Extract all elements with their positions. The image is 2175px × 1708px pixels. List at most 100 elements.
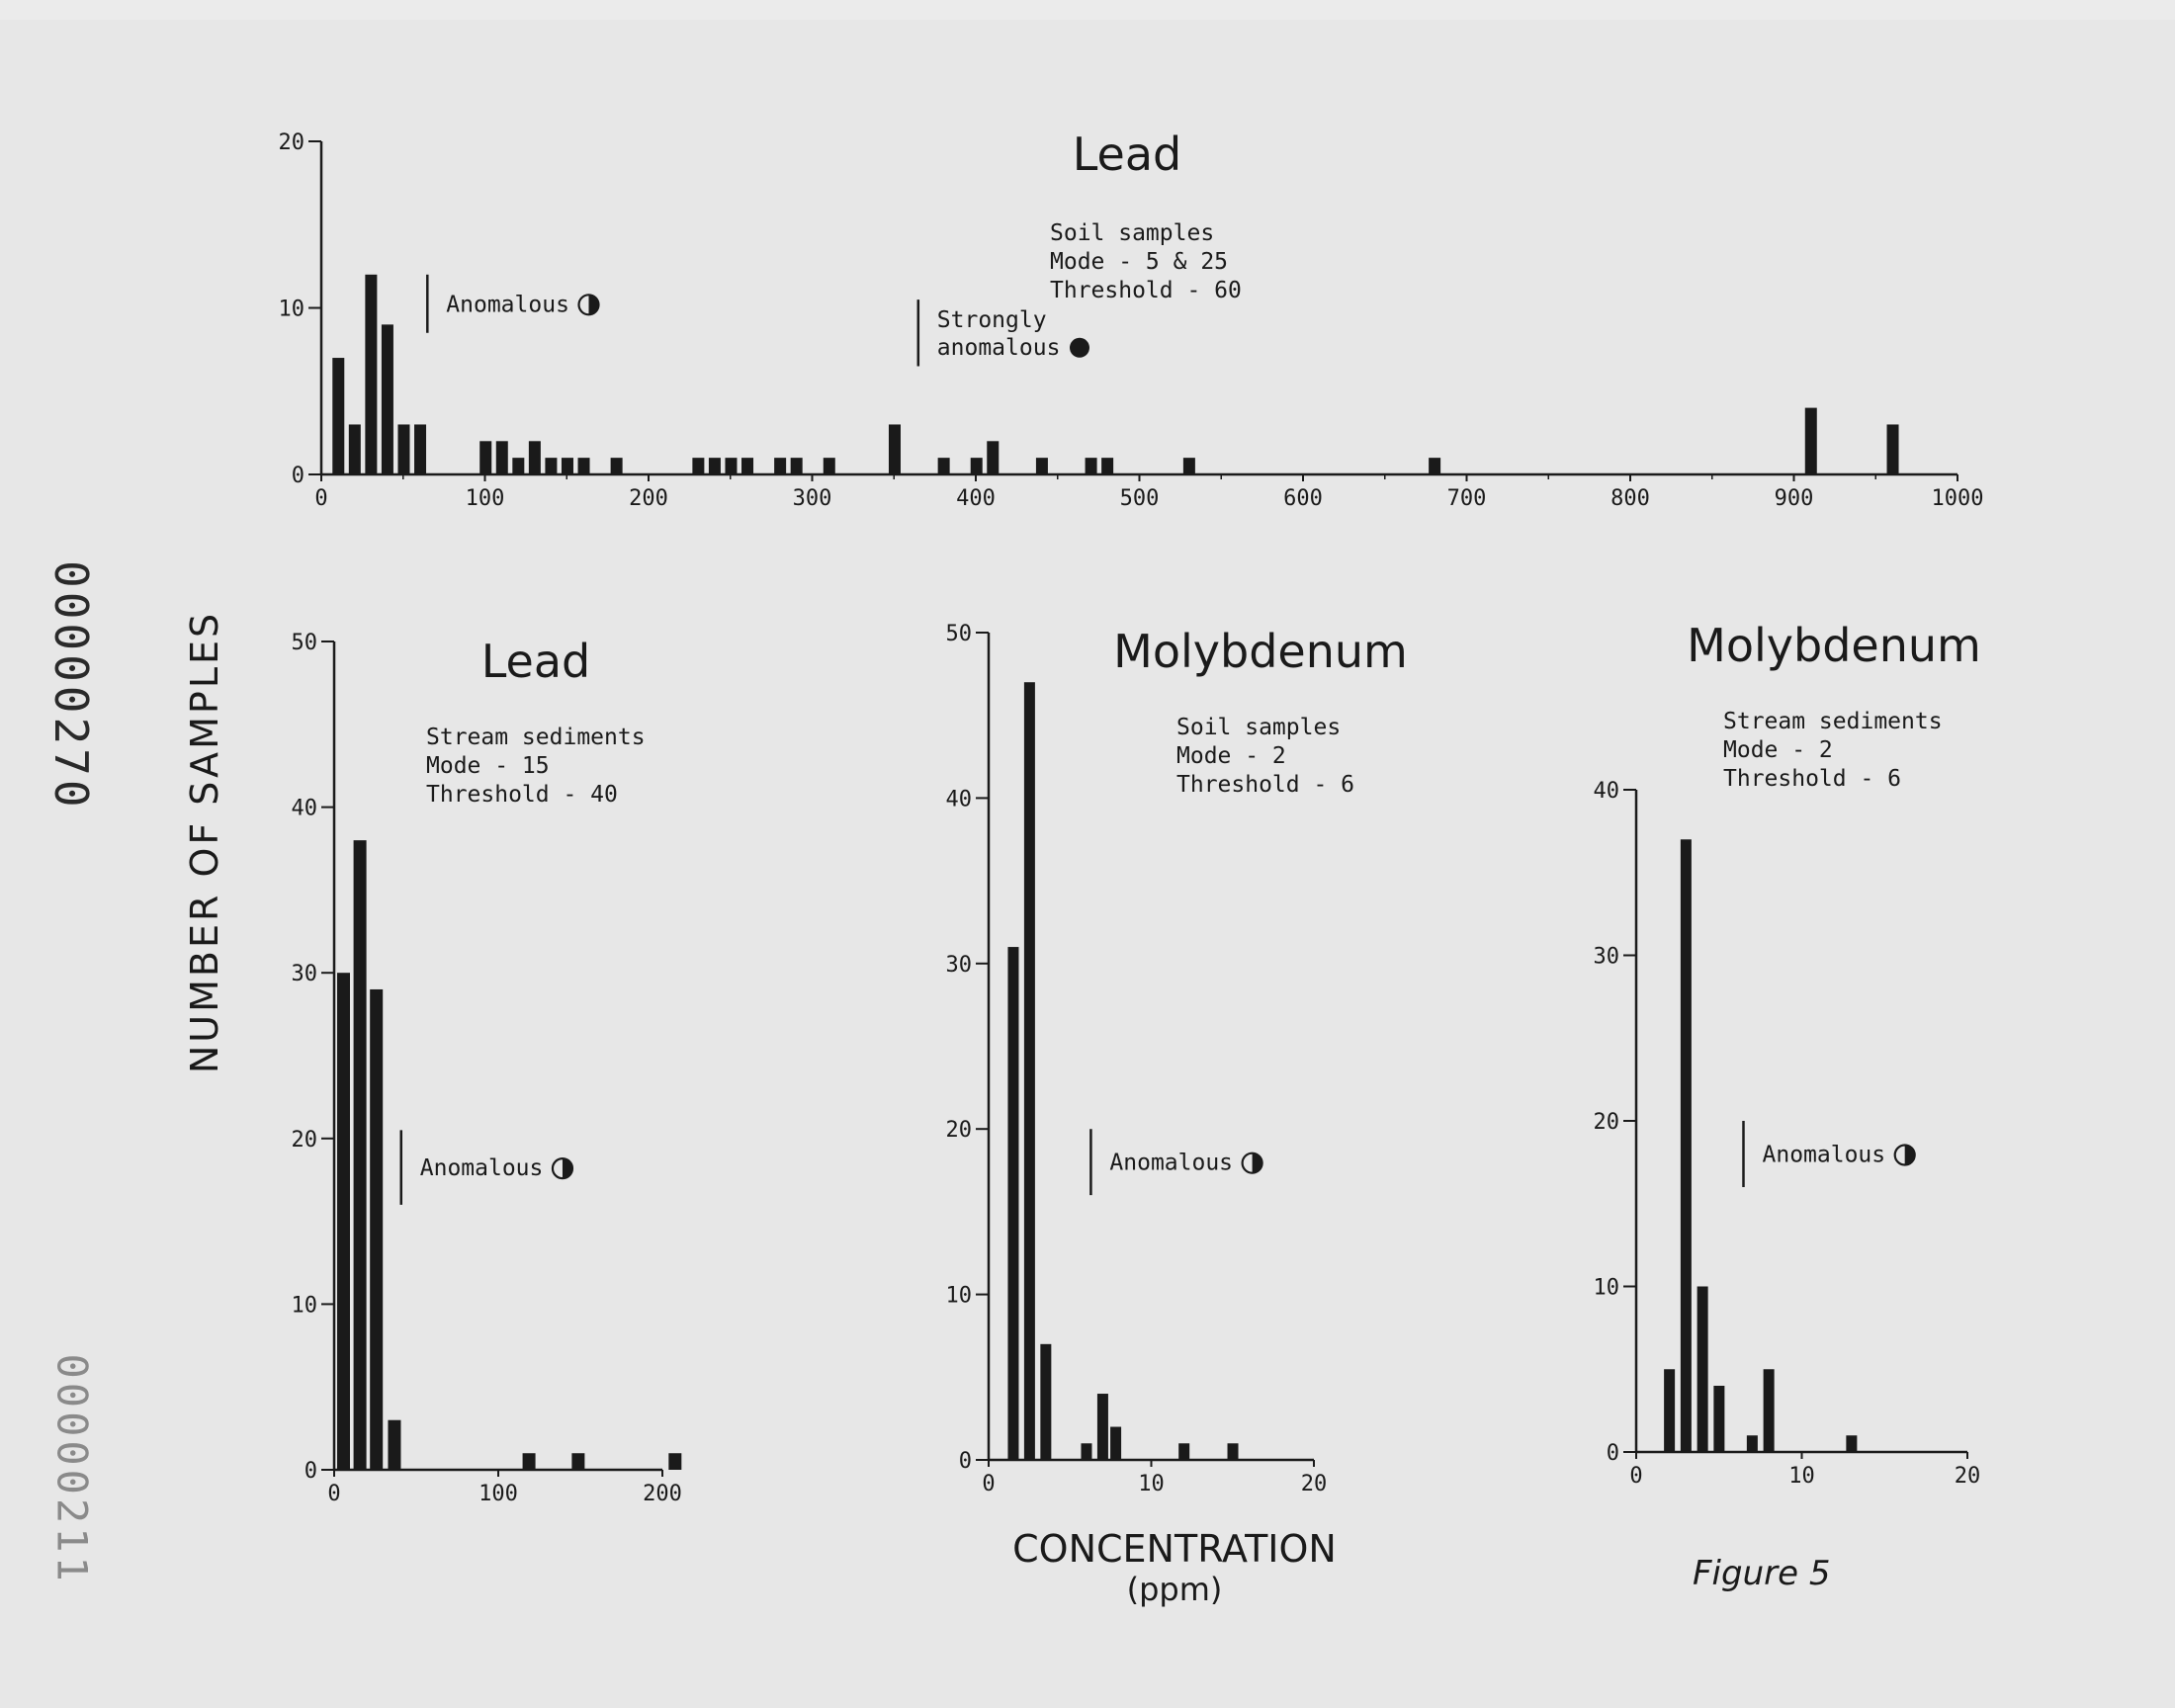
chart-3-info-line: Soil samples [1176, 715, 1341, 740]
chart-1-bar [381, 324, 393, 474]
chart-1-info-line: Mode - 5 & 25 [1050, 249, 1228, 275]
chart-1-x-tick-label: 100 [466, 486, 505, 511]
chart-1-y-tick-label: 20 [279, 130, 305, 155]
chart-2-y-tick-label: 10 [292, 1293, 318, 1318]
chart-2-y-tick-label: 30 [292, 962, 318, 986]
chart-1-bar [823, 458, 835, 474]
chart-1-x-tick-label: 900 [1775, 486, 1814, 511]
chart-4-y-tick-label: 30 [1594, 945, 1620, 970]
chart-4-anomalous-icon-half [1904, 1145, 1915, 1165]
chart-4-x-tick-label: 20 [1955, 1464, 1981, 1489]
chart-1-x-tick-label: 0 [314, 486, 327, 511]
chart-4-marker-label: Anomalous [1763, 1143, 1886, 1168]
chart-1-bar [397, 424, 410, 474]
chart-1-bar [1804, 407, 1817, 474]
chart-1-bar [970, 458, 983, 474]
chart-1-bar [741, 458, 754, 474]
chart-2-bar [388, 1419, 401, 1470]
document-number: 00000270 [44, 560, 98, 811]
chart-3-y-tick-label: 10 [946, 1284, 973, 1309]
chart-1-x-tick-label: 800 [1610, 486, 1650, 511]
chart-1-bar [610, 458, 623, 474]
chart-3-y-tick-label: 50 [946, 622, 973, 646]
chart-3-y-tick-label: 30 [946, 953, 973, 978]
chart-1-bar [512, 458, 525, 474]
chart-1-x-tick-label: 200 [629, 486, 668, 511]
chart-1-marker-label: anomalous [937, 335, 1061, 361]
chart-1-x-tick-label: 700 [1447, 486, 1487, 511]
chart-4-bar [1746, 1435, 1758, 1452]
chart-4-bar [1763, 1369, 1775, 1452]
chart-3-info-line: Threshold - 6 [1176, 772, 1354, 798]
chart-4-title: Molybdenum [1687, 619, 1981, 672]
document-number-faded: 00000211 [47, 1353, 97, 1585]
chart-3-bar [1023, 682, 1035, 1460]
chart-1-bar [790, 458, 803, 474]
chart-1-info-line: Threshold - 60 [1050, 278, 1242, 303]
chart-1-bar [708, 458, 721, 474]
chart-4-bar [1696, 1286, 1708, 1452]
chart-2-marker-label: Anomalous [420, 1155, 544, 1181]
chart-4-y-tick-label: 40 [1594, 779, 1620, 804]
chart-2-bar [370, 988, 384, 1470]
chart-3-marker-label: Anomalous [1109, 1151, 1233, 1176]
chart-1-bar [561, 458, 573, 474]
chart-2-bar [337, 973, 350, 1470]
x-axis-unit: (ppm) [1127, 1571, 1223, 1608]
chart-1-marker-label: Strongly [937, 307, 1047, 333]
chart-2-info-line: Mode - 15 [426, 753, 550, 779]
chart-3-anomalous-icon-half [1252, 1153, 1262, 1173]
chart-2: 0 100 200 0 10 20 30 40 50 Lead Stream sediments Mo… [292, 631, 682, 1506]
chart-4-y-tick-label: 20 [1594, 1110, 1620, 1135]
chart-4-info-line: Stream sediments [1723, 709, 1943, 734]
chart-4-bar [1680, 839, 1692, 1452]
chart-1-bar [987, 441, 1000, 474]
chart-1-x-tick-label: 300 [793, 486, 832, 511]
chart-1-bar [348, 424, 361, 474]
chart-1-bar [479, 441, 492, 474]
chart-1-bar [1429, 458, 1441, 474]
chart-1-strongly-anomalous-icon [1070, 337, 1089, 358]
chart-1-info-line: Soil samples [1050, 220, 1214, 246]
chart-1-bar [577, 458, 590, 474]
chart-2-x-tick-label: 200 [643, 1482, 682, 1506]
chart-2-x-tick-label: 0 [327, 1482, 340, 1506]
chart-4-bar [1846, 1435, 1858, 1452]
chart-2-bar [353, 840, 367, 1470]
chart-1-bar [495, 441, 508, 474]
chart-4-info-line: Mode - 2 [1723, 737, 1833, 763]
chart-4-y-tick-label: 0 [1607, 1441, 1619, 1466]
chart-1-marker-label: Anomalous [446, 292, 569, 317]
chart-1-bar [1886, 424, 1899, 474]
chart-2-title: Lead [481, 635, 591, 688]
chart-3-bar [1178, 1443, 1190, 1460]
chart-3-x-tick-label: 10 [1138, 1472, 1165, 1496]
chart-1-bar [1101, 458, 1114, 474]
chart-1-title: Lead [1073, 128, 1182, 181]
chart-2-bar [522, 1453, 536, 1470]
chart-2-y-tick-label: 0 [304, 1459, 317, 1484]
chart-1-x-tick-label: 500 [1120, 486, 1160, 511]
chart-3-bar [1096, 1394, 1108, 1460]
chart-3-title: Molybdenum [1113, 625, 1408, 678]
figure-label: Figure 5 [1693, 1554, 1831, 1593]
chart-1: 0 100 200 300 400 500 600 700 800 900 1000 0 10 20 Lea… [279, 128, 1984, 511]
chart-3-x-tick-label: 0 [982, 1472, 995, 1496]
chart-1-bar [414, 424, 427, 474]
chart-1-bar [528, 441, 541, 474]
chart-4-x-tick-label: 0 [1629, 1464, 1642, 1489]
y-axis-label: NUMBER OF SAMPLES [183, 611, 226, 1073]
chart-2-bar [571, 1453, 585, 1470]
chart-4-x-tick-label: 10 [1788, 1464, 1815, 1489]
chart-4: 0 10 20 0 10 20 30 40 Molybdenum Stream sediments… [1594, 619, 1981, 1489]
chart-3-y-tick-label: 20 [946, 1118, 973, 1143]
chart-1-y-tick-label: 0 [292, 464, 304, 488]
chart-1-bar [692, 458, 705, 474]
chart-3-bar [1040, 1343, 1052, 1460]
chart-1-bar [1085, 458, 1097, 474]
chart-4-info-line: Threshold - 6 [1723, 766, 1901, 792]
chart-1-bar [545, 458, 558, 474]
chart-1-bar [1035, 458, 1048, 474]
chart-4-y-tick-label: 10 [1594, 1276, 1620, 1301]
